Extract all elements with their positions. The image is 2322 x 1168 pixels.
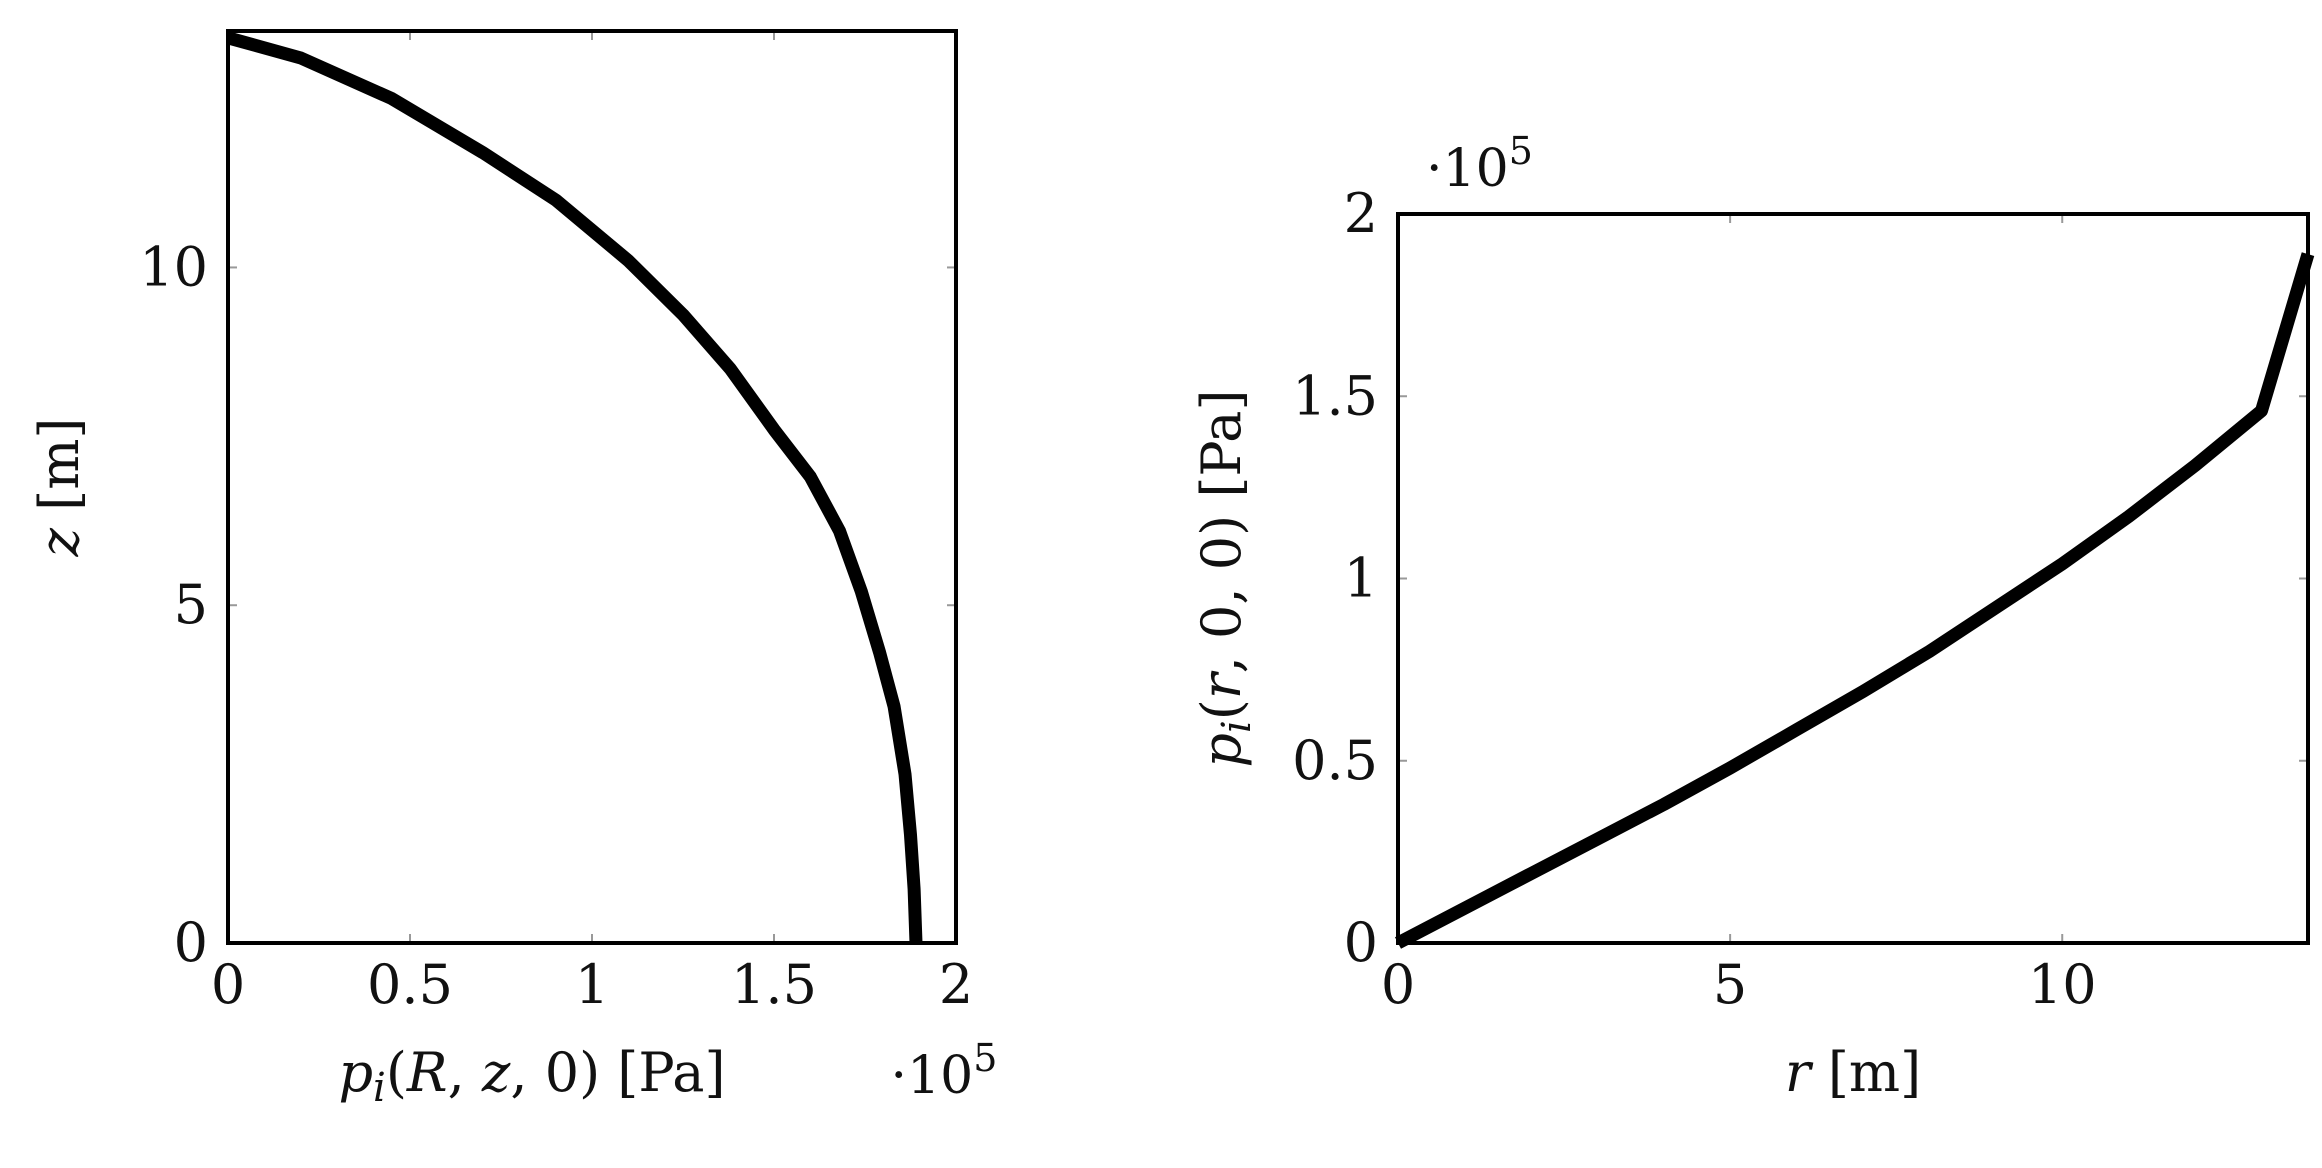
x-tick-label: 5 xyxy=(1713,953,1747,1016)
plot-frame xyxy=(1396,212,2310,945)
series-line-1 xyxy=(226,31,923,944)
chart-1: 0 0.5 1 1.5 2 0 5 10 pi(R, z, 0) [Pa] z [m] ·105 xyxy=(28,29,998,1111)
y-tick-label: 5 xyxy=(174,573,208,636)
x-tick-label: 1 xyxy=(575,953,609,1016)
x-tick-label: 0 xyxy=(211,953,245,1016)
y-axis-label: pi(r, 0, 0) [Pa] xyxy=(1190,389,1260,767)
y-tick-label: 0 xyxy=(174,911,208,974)
x-axis-label: r [m] xyxy=(1785,1041,1921,1104)
x-axis-label: pi(R, z, 0) [Pa] xyxy=(338,1041,725,1111)
chart-2: 0 5 10 0 0.5 1 1.5 2 r [m] pi(r, 0, 0) [Pa] ·105 xyxy=(1190,129,2315,1104)
y-tick-label: 2 xyxy=(1344,182,1378,245)
x-tick-label: 2 xyxy=(939,953,973,1016)
x-tick-label: 10 xyxy=(2028,953,2097,1016)
y-scale-multiplier: ·105 xyxy=(1426,129,1533,199)
y-tick-label: 0 xyxy=(1344,911,1378,974)
plot-frame xyxy=(226,29,958,945)
x-tick-label: 0 xyxy=(1381,953,1415,1016)
y-tick-label: 1 xyxy=(1344,547,1378,610)
y-axis-label: z [m] xyxy=(28,418,91,558)
y-tick-label: 0.5 xyxy=(1292,729,1378,792)
y-tick-label: 1.5 xyxy=(1292,364,1378,427)
x-scale-multiplier: ·105 xyxy=(891,1036,998,1106)
series-line-1 xyxy=(1394,252,2315,949)
x-tick-label: 0.5 xyxy=(367,953,453,1016)
x-tick-label: 1.5 xyxy=(731,953,817,1016)
y-tick-label: 10 xyxy=(139,235,208,298)
